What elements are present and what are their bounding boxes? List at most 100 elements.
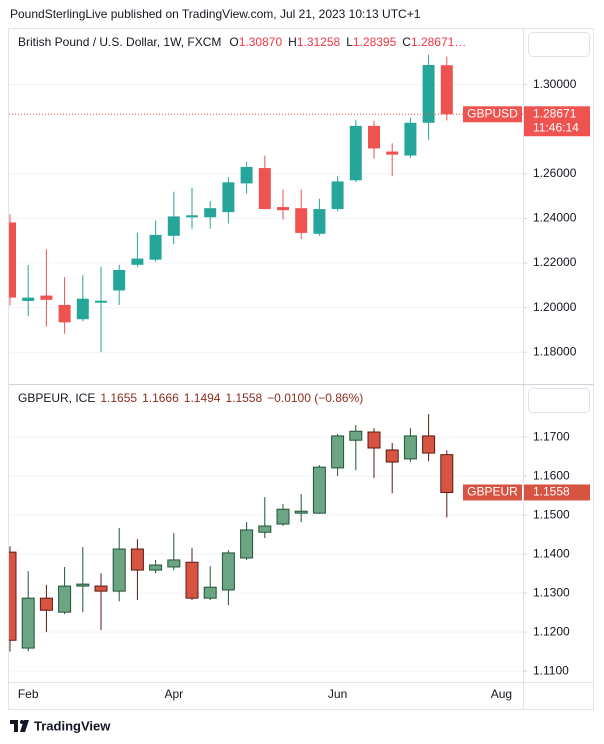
y-tick-label: 1.18000	[533, 344, 577, 358]
candle-body	[167, 559, 181, 568]
candle-body	[385, 449, 399, 463]
candle-body	[349, 125, 362, 181]
candle-body	[295, 208, 308, 233]
footer-brand: TradingView	[34, 718, 111, 733]
y-tick-label: 1.1400	[533, 546, 570, 560]
candle-body	[331, 435, 345, 469]
candle-body	[312, 466, 326, 514]
pane-title: British Pound / U.S. Dollar, 1W, FXCM	[18, 35, 221, 49]
candle-body	[331, 181, 344, 210]
candle-body	[422, 65, 435, 123]
ohlc-label: C	[402, 35, 411, 49]
candle-body	[76, 583, 90, 587]
candle-body	[258, 168, 271, 210]
candle-body	[130, 548, 144, 571]
candle-body	[40, 295, 53, 300]
candle-body	[58, 304, 71, 323]
candle-body	[76, 298, 89, 320]
candle-body	[368, 125, 380, 149]
candle-body	[186, 215, 198, 218]
symbol-tag-label: GBPEUR	[467, 485, 518, 499]
ohlc-value: 1.30870	[239, 35, 283, 49]
candles	[9, 414, 454, 652]
y-tick-label: 1.1600	[533, 468, 570, 482]
candle-body	[95, 300, 107, 303]
y-tick-label: 1.20000	[533, 300, 577, 314]
candle-body	[94, 585, 108, 592]
candle-body	[403, 435, 417, 460]
candle-body	[9, 551, 17, 641]
pane-title: GBPEUR, ICE	[18, 391, 95, 405]
candle-body	[131, 258, 144, 265]
x-tick-label: Apr	[164, 687, 183, 701]
x-tick-label: Jun	[328, 687, 347, 701]
ohlc-value: 1.1666	[142, 391, 179, 405]
ohlc-value: 1.31258	[297, 35, 341, 49]
candle-body	[204, 208, 217, 218]
candle-body	[203, 586, 217, 599]
candle-body	[422, 435, 436, 454]
candle-body	[58, 585, 72, 613]
candle-body	[294, 510, 308, 514]
pane-control[interactable]	[528, 32, 590, 57]
y-tick-label: 1.30000	[533, 77, 577, 91]
symbol-tag	[463, 106, 522, 123]
candle-body	[240, 166, 253, 184]
y-tick-label: 1.24000	[533, 211, 577, 225]
y-tick-label: 1.1100	[533, 663, 569, 677]
candle-body	[21, 597, 35, 649]
candle-body	[221, 552, 235, 591]
ohlc-value: 1.1558	[225, 391, 262, 405]
candle-body	[440, 454, 454, 493]
candle-body	[313, 209, 326, 234]
candle-body	[240, 529, 254, 559]
ohlc-label: O	[229, 35, 238, 49]
y-tick-label: 1.1200	[533, 624, 570, 638]
pane-legend: GBPEUR, ICE 1.1655 1.1666 1.1494 1.1558 −0.01…	[18, 391, 363, 405]
pane-control[interactable]	[528, 388, 590, 413]
y-tick-label: 1.22000	[533, 255, 577, 269]
candle-body	[113, 269, 126, 291]
y-tick-label: 1.26000	[533, 166, 577, 180]
symbol-tag-label: GBPUSD	[467, 106, 518, 120]
chart-frame	[8, 28, 594, 710]
x-tick-label: Aug	[491, 687, 512, 701]
candle-body	[149, 234, 162, 260]
price-tag	[524, 106, 590, 137]
ohlc-label: L	[346, 35, 353, 49]
tradingview-logo	[10, 720, 29, 732]
ohlc-value: 1.28395	[353, 35, 397, 49]
ohlc-value: 1.1494	[184, 391, 221, 405]
pane-legend: British Pound / U.S. Dollar, 1W, FXCM O1.…	[18, 35, 466, 49]
candle-body	[258, 525, 272, 533]
candle-body	[185, 561, 199, 599]
candle-body	[149, 564, 163, 571]
ohlc-label: H	[288, 35, 297, 49]
publish-header: PoundSterlingLive published on TradingVi…	[10, 7, 421, 21]
symbol-tag	[463, 484, 522, 501]
ohlc-value: 1.1655	[100, 391, 137, 405]
y-tick-label: 1.1300	[533, 585, 570, 599]
price-tag-label: 1.1558	[533, 485, 570, 499]
countdown-label: 11:46:14	[533, 120, 579, 134]
candle-body	[222, 182, 235, 213]
x-tick-label: Feb	[18, 687, 39, 701]
candle-body	[404, 122, 417, 156]
candle-body	[277, 207, 289, 211]
y-tick-label: 1.1700	[533, 429, 570, 443]
candle-body	[386, 151, 399, 155]
candle-body	[22, 297, 35, 301]
y-tick-label: 1.1500	[533, 507, 570, 521]
change-value: −0.0100 (−0.86%)	[267, 391, 363, 405]
candle-body	[349, 430, 363, 441]
candle-body	[39, 597, 53, 611]
price-tag	[524, 484, 590, 501]
candle-body	[276, 508, 290, 525]
candle-body	[112, 548, 126, 592]
candle-body	[440, 65, 453, 115]
price-tag-label: 1.28671	[533, 106, 577, 120]
candle-body	[9, 222, 16, 298]
candle-body	[167, 216, 180, 236]
candles	[9, 54, 453, 353]
